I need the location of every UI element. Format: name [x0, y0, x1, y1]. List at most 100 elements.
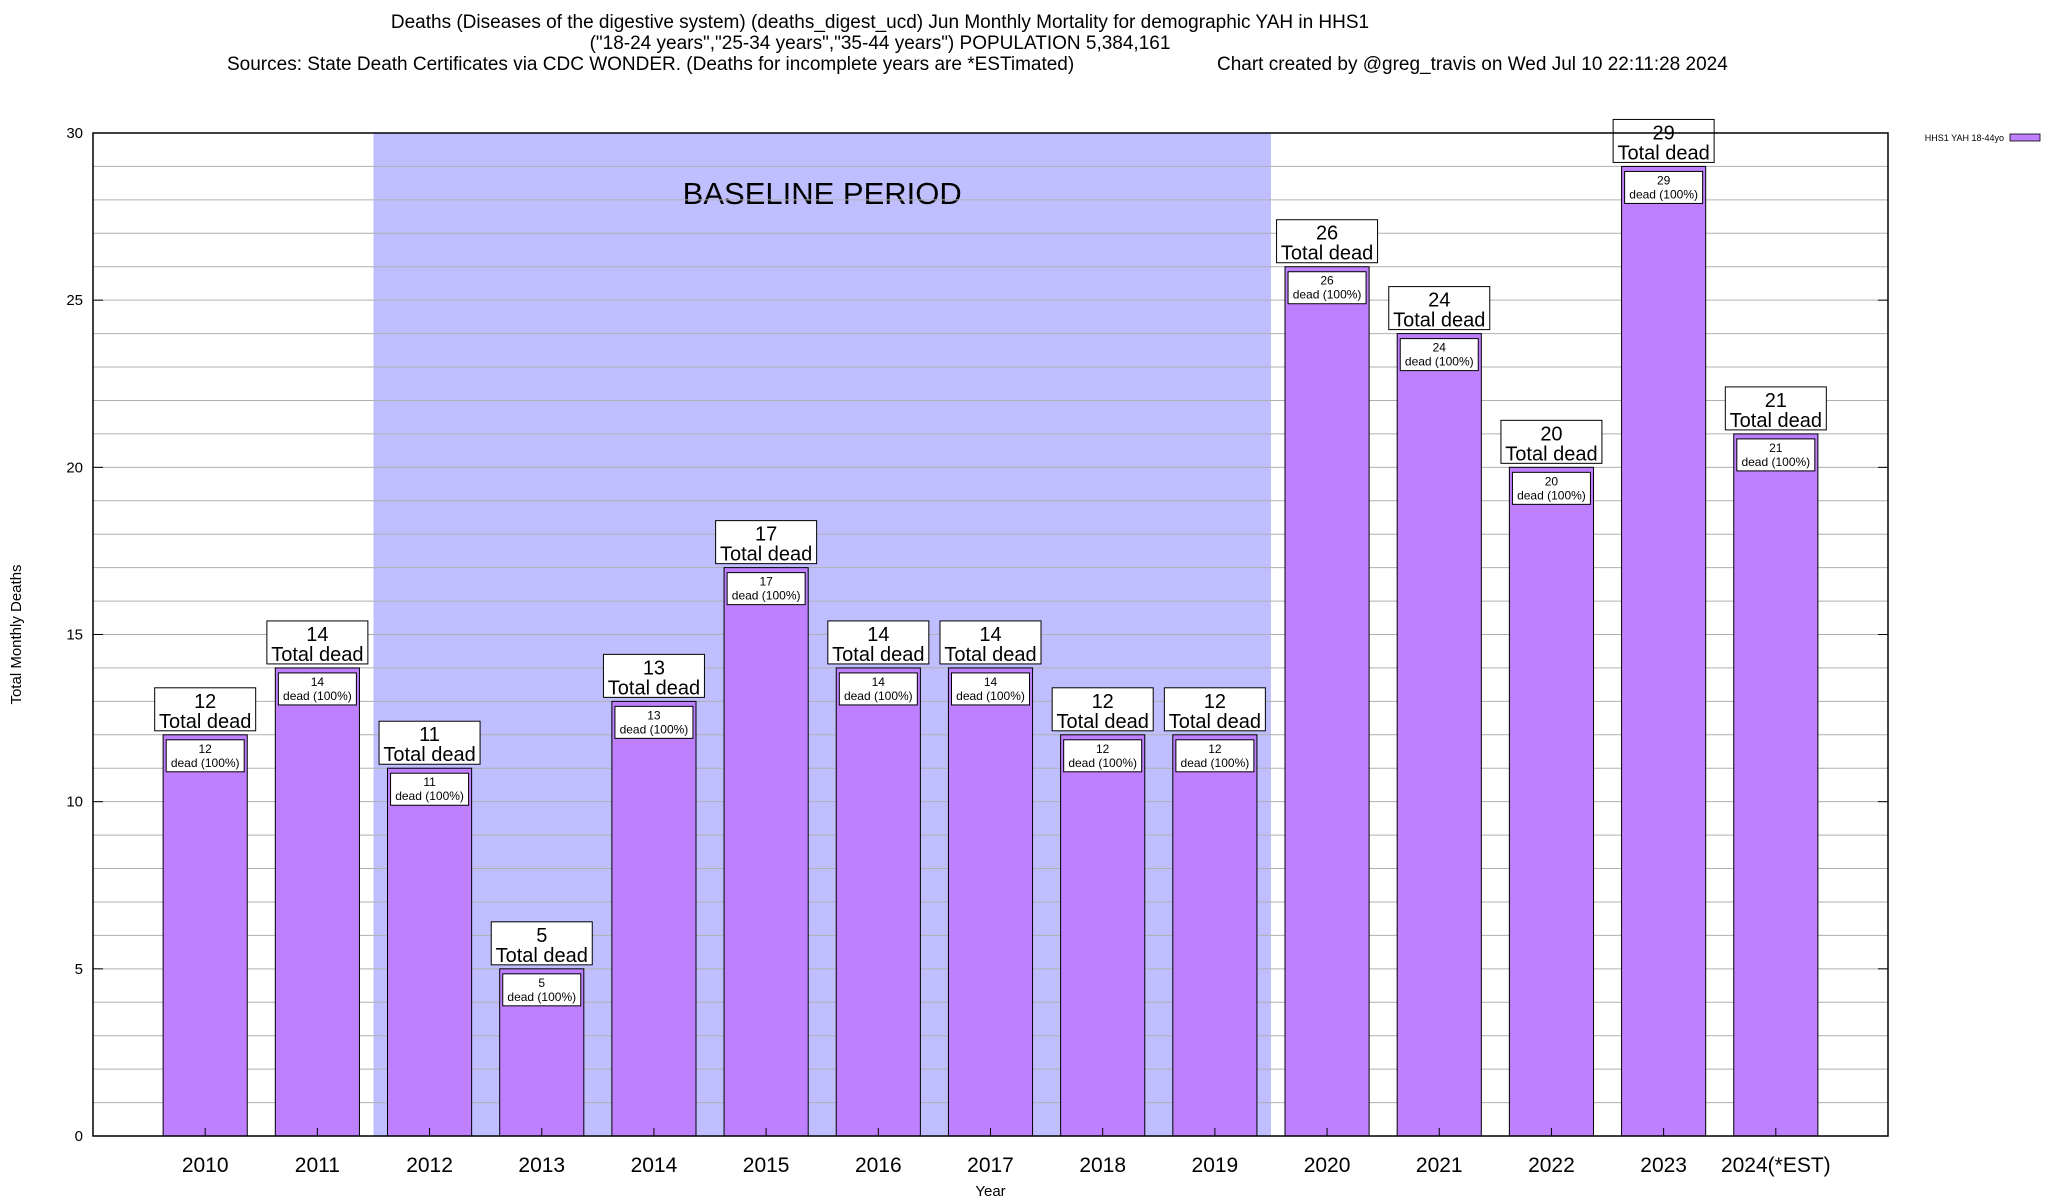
bar-total-label-text: Total dead	[944, 644, 1036, 666]
bar	[1621, 165, 1707, 1137]
bar	[1396, 333, 1482, 1137]
legend-swatch	[2009, 133, 2041, 142]
bar-inner-label-text: dead (100%)	[1068, 756, 1137, 770]
bar-total-label-box	[154, 687, 257, 732]
y-tick-label: 0	[75, 1128, 83, 1145]
bar-inner-label-box	[1399, 338, 1479, 372]
bar-total-label-box	[715, 520, 818, 565]
chart-title-line-2: ("18-24 years","25-34 years","35-44 year…	[589, 33, 1171, 54]
x-axis-title: Year	[975, 1183, 1005, 1200]
y-tick-label: 25	[66, 292, 83, 309]
bar-inner-label-value: 29	[1657, 173, 1671, 187]
bar-inner-label-value: 17	[759, 575, 773, 589]
legend-label: HHS1 YAH 18-44yo	[1925, 133, 2004, 143]
bar-total-label-value: 12	[1204, 691, 1226, 713]
bar-total-label-box	[1276, 219, 1379, 264]
bar-total-label-text: Total dead	[271, 644, 363, 666]
bar-total-label-box	[1612, 118, 1715, 163]
bar-total-label-box	[1051, 687, 1154, 732]
x-tick-label: 2019	[1192, 1154, 1239, 1177]
bar	[1060, 734, 1146, 1137]
bar-inner-label-value: 26	[1320, 274, 1334, 288]
bar-total-label-text: Total dead	[720, 544, 812, 566]
bar-total-label-text: Total dead	[383, 744, 475, 766]
bar-total-label-box	[827, 620, 930, 665]
bar-total-label-text: Total dead	[832, 644, 924, 666]
bar-inner-label-box	[838, 672, 918, 706]
bar	[1284, 266, 1370, 1137]
bar-inner-label-box	[1511, 471, 1591, 505]
bar-inner-label-box	[1624, 170, 1704, 204]
bar-total-label-box	[939, 620, 1042, 665]
bar-total-label-value: 12	[194, 691, 216, 713]
y-tick-label: 30	[66, 125, 83, 142]
bar-total-label-box	[490, 921, 593, 966]
bar-inner-label-text: dead (100%)	[620, 722, 689, 736]
x-tick-label: 2018	[1079, 1154, 1126, 1177]
bar-inner-label-value: 12	[1208, 742, 1222, 756]
bar-total-label-text: Total dead	[1169, 711, 1261, 733]
bar-inner-label-box	[502, 973, 582, 1007]
bar-inner-label-value: 21	[1769, 441, 1783, 455]
bar-inner-label-box	[1175, 739, 1255, 773]
bar-inner-label-box	[726, 572, 806, 606]
bar-total-label-value: 17	[755, 524, 777, 546]
bar-total-label-box	[1388, 286, 1491, 331]
bar-total-label-box	[602, 653, 705, 698]
x-tick-label: 2015	[743, 1154, 790, 1177]
bar-total-label-value: 14	[306, 624, 328, 646]
x-tick-label: 2011	[295, 1154, 340, 1177]
x-tick-label: 2020	[1304, 1154, 1351, 1177]
bar-inner-label-text: dead (100%)	[1741, 455, 1810, 469]
y-tick-label: 5	[75, 961, 83, 978]
bar-inner-label-text: dead (100%)	[507, 990, 576, 1004]
bar-total-label-box	[1500, 419, 1603, 464]
bar	[1508, 466, 1595, 1137]
bar-total-label-text: Total dead	[1393, 310, 1485, 332]
bar-total-label-value: 14	[867, 624, 889, 646]
bar-inner-label-text: dead (100%)	[844, 689, 913, 703]
bar	[947, 667, 1034, 1137]
bar-inner-label-value: 11	[423, 775, 436, 789]
x-tick-label: 2014	[631, 1154, 678, 1177]
bar-total-label-box	[266, 620, 369, 665]
bar	[162, 734, 248, 1137]
bar	[1172, 734, 1258, 1137]
bar-inner-label-box	[1287, 271, 1367, 305]
x-tick-label: 2017	[967, 1154, 1014, 1177]
bar-inner-label-text: dead (100%)	[1181, 756, 1250, 770]
chart-title-line-3: Sources: State Death Certificates via CD…	[227, 54, 1075, 75]
y-tick-label: 10	[66, 794, 83, 811]
bar-total-label-value: 12	[1092, 691, 1114, 713]
bar-inner-label-text: dead (100%)	[171, 756, 240, 770]
x-tick-label: 2010	[182, 1154, 229, 1177]
bar-total-label-value: 5	[536, 925, 547, 947]
bar-total-label-value: 24	[1428, 290, 1450, 312]
bar-inner-label-value: 20	[1545, 474, 1559, 488]
bar-inner-label-value: 14	[984, 675, 998, 689]
bar-inner-label-text: dead (100%)	[732, 589, 801, 603]
x-tick-label: 2012	[406, 1154, 453, 1177]
y-tick-label: 15	[66, 627, 83, 644]
bar	[274, 667, 360, 1137]
bar-inner-label-value: 12	[1096, 742, 1110, 756]
bar-inner-label-box	[614, 705, 694, 739]
chart-title-line-1: Deaths (Diseases of the digestive system…	[390, 12, 1370, 33]
bar-inner-label-value: 14	[311, 675, 325, 689]
bar-inner-label-box	[390, 772, 470, 806]
bar-total-label-value: 11	[419, 724, 440, 746]
bar-total-label-text: Total dead	[496, 945, 588, 967]
bar-total-label-box	[378, 720, 481, 765]
bar-total-label-value: 26	[1316, 223, 1338, 245]
bar-inner-label-text: dead (100%)	[395, 789, 464, 803]
baseline-band-label: BASELINE PERIOD	[683, 176, 962, 211]
bar-total-label-text: Total dead	[1617, 142, 1709, 164]
bar-total-label-value: 21	[1765, 390, 1787, 412]
bar-inner-label-value: 24	[1433, 341, 1447, 355]
bar-total-label-text: Total dead	[1281, 243, 1373, 265]
bar-total-label-text: Total dead	[1057, 711, 1149, 733]
y-tick-label: 20	[66, 459, 83, 476]
bar-total-label-box	[1163, 687, 1266, 732]
x-tick-label: 2024(*EST)	[1721, 1154, 1831, 1177]
y-axis-title: Total Monthly Deaths	[8, 564, 25, 704]
